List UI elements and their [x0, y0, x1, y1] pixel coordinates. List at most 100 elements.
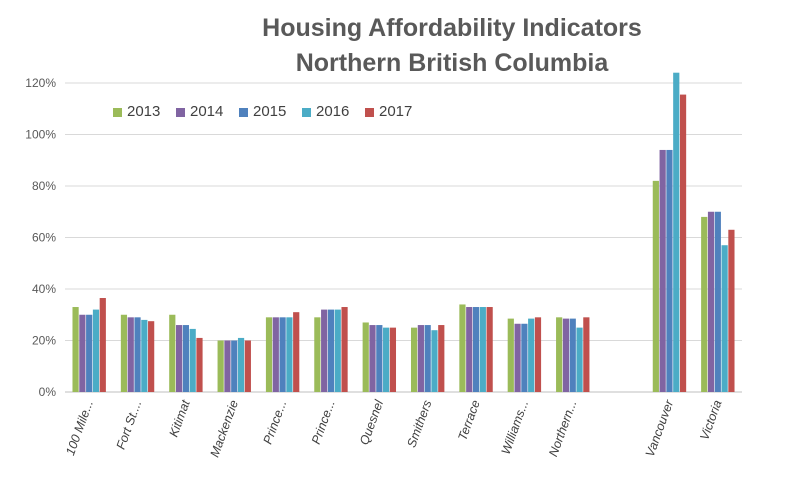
bar-2016: [92, 309, 100, 392]
bar-2013: [169, 314, 176, 392]
bar-2016: [334, 309, 341, 392]
legend-swatch: [365, 108, 374, 117]
legend-label: 2013: [127, 103, 160, 120]
bar-2016: [528, 318, 535, 392]
x-tick-label: Northern...: [546, 398, 579, 458]
x-tick-label: Vancouver: [643, 397, 677, 458]
x-tick-label: Fort St....: [114, 398, 145, 451]
bar-2014: [466, 307, 473, 392]
bar-2013: [410, 327, 418, 393]
bar-2017: [438, 325, 445, 392]
bar-2013: [459, 304, 466, 392]
bar-2014: [224, 340, 231, 392]
x-tick-label: Victoria: [697, 398, 724, 442]
legend-label: 2014: [190, 103, 223, 120]
bar-2014: [175, 325, 183, 392]
legend-label: 2017: [379, 103, 412, 120]
bar-2016: [237, 337, 245, 392]
bar-2014: [417, 325, 424, 392]
chart-title-line-2: Northern British Columbia: [296, 49, 610, 77]
y-axis-ticks: 0% 20% 40% 60% 80% 100% 120%: [25, 76, 56, 399]
bar-2016: [431, 330, 438, 392]
legend-swatch: [239, 108, 248, 117]
chart-title-line-1: Housing Affordability Indicators: [262, 14, 642, 42]
bar-2013: [72, 307, 79, 392]
bar-2017: [389, 327, 397, 393]
bar-2017: [293, 312, 300, 392]
bar-2014: [562, 318, 570, 392]
bar-2016: [286, 317, 293, 392]
legend-label: 2016: [316, 103, 349, 120]
y-tick-label: 20%: [32, 334, 56, 348]
bar-2014: [659, 149, 666, 392]
bar-2013: [265, 317, 273, 392]
bar-2014: [514, 323, 521, 392]
y-tick-label: 80%: [32, 179, 56, 193]
bar-2015: [86, 314, 93, 392]
bar-2015: [279, 317, 286, 392]
bar-2013: [120, 314, 128, 392]
bar-2013: [362, 322, 369, 392]
x-tick-label: Prince...: [309, 398, 338, 446]
bar-2017: [244, 340, 251, 392]
x-tick-label: Williams...: [499, 398, 532, 456]
legend-swatch: [176, 108, 185, 117]
bar-2015: [569, 318, 576, 392]
bar-2015: [472, 307, 480, 392]
bar-2015: [714, 211, 721, 392]
x-tick-label: Mackenzie: [207, 398, 241, 459]
bar-2017: [148, 321, 155, 392]
bar-2014: [321, 309, 328, 392]
x-tick-label: Quesnel: [357, 397, 386, 447]
x-tick-label: Terrace: [455, 398, 483, 442]
bar-2014: [369, 325, 376, 392]
bar-2017: [583, 317, 590, 392]
y-tick-label: 120%: [25, 76, 56, 90]
y-tick-label: 100%: [25, 128, 56, 142]
bar-2017: [534, 317, 542, 392]
bar-2017: [679, 94, 687, 392]
bar-2016: [479, 307, 486, 392]
bar-2016: [721, 245, 728, 392]
bar-2016: [141, 319, 148, 392]
bar-2015: [231, 340, 238, 392]
bar-2013: [652, 180, 659, 392]
bar-2014: [707, 211, 715, 392]
bar-2013: [217, 340, 224, 392]
bar-2014: [79, 314, 86, 392]
bar-2015: [666, 149, 673, 392]
x-axis-ticks: 100 Mile... Fort St.... Kitimat Mackenzie Pr…: [63, 397, 725, 459]
bar-2015: [134, 317, 141, 392]
bar-2014: [127, 317, 134, 392]
bar-2015: [521, 323, 528, 392]
legend-swatch: [113, 108, 122, 117]
x-tick-label: Prince...: [261, 398, 290, 446]
bar-2016: [189, 328, 196, 392]
bar-2013: [507, 318, 514, 392]
gridlines: [65, 82, 742, 393]
x-tick-label: 100 Mile...: [63, 398, 96, 457]
bar-2015: [376, 325, 383, 392]
bar-2017: [728, 229, 735, 392]
legend: 2013 2014 2015 2016 2017: [113, 103, 412, 120]
x-tick-label: Kitimat: [166, 398, 192, 439]
bar-2017: [196, 337, 203, 392]
legend-swatch: [302, 108, 311, 117]
bars: [72, 72, 735, 393]
bar-2017: [486, 307, 493, 392]
bar-2015: [182, 325, 189, 392]
y-tick-label: 0%: [39, 385, 57, 399]
bar-2016: [383, 327, 390, 393]
y-tick-label: 60%: [32, 231, 56, 245]
bar-2015: [327, 309, 335, 392]
x-tick-label: Smithers: [404, 398, 434, 449]
bar-2016: [673, 72, 680, 392]
bar-2017: [99, 298, 106, 392]
bar-2016: [576, 327, 583, 393]
legend-label: 2015: [253, 103, 286, 120]
bar-2014: [272, 317, 279, 392]
bar-2013: [556, 317, 563, 392]
y-tick-label: 40%: [32, 282, 56, 296]
